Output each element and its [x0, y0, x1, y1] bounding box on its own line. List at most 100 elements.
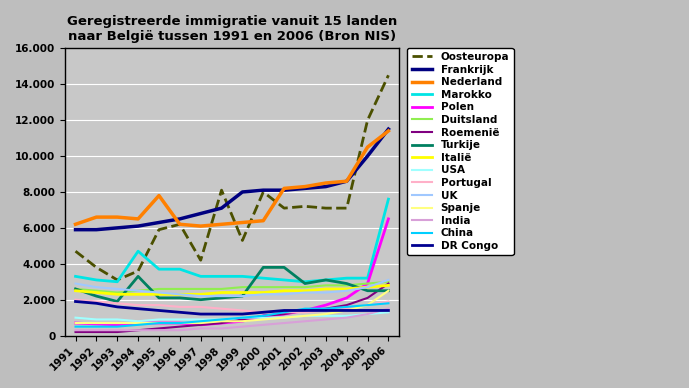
India [342, 315, 351, 320]
Duitsland [218, 287, 226, 291]
Roemenië [92, 330, 101, 334]
India [92, 328, 101, 333]
Marokko [134, 249, 142, 253]
India [176, 328, 184, 333]
Frankrijk [280, 188, 288, 192]
Turkije [384, 288, 393, 293]
Frankrijk [218, 206, 226, 210]
Portugal [176, 305, 184, 309]
Nederland [92, 215, 101, 220]
Turkije [342, 281, 351, 286]
UK [384, 278, 393, 282]
Portugal [363, 303, 371, 307]
Duitsland [259, 285, 267, 289]
Spanje [301, 314, 309, 318]
Line: Frankrijk: Frankrijk [76, 129, 389, 230]
Polen [92, 322, 101, 326]
Duitsland [384, 279, 393, 284]
Roemenië [238, 317, 247, 322]
Line: UK: UK [76, 280, 389, 296]
DR Congo [280, 308, 288, 313]
Duitsland [155, 287, 163, 291]
Frankrijk [155, 220, 163, 225]
USA [72, 315, 80, 320]
Line: DR Congo: DR Congo [76, 301, 389, 314]
Oosteuropa [259, 190, 267, 194]
DR Congo [363, 308, 371, 313]
Spanje [72, 321, 80, 326]
Portugal [196, 305, 205, 309]
USA [218, 317, 226, 322]
USA [363, 312, 371, 316]
Line: Nederland: Nederland [76, 131, 389, 226]
DR Congo [92, 301, 101, 306]
Spanje [363, 303, 371, 307]
Turkije [218, 296, 226, 300]
Nederland [301, 184, 309, 189]
China [92, 324, 101, 329]
China [196, 319, 205, 324]
Italië [259, 290, 267, 295]
DR Congo [322, 308, 330, 313]
Frankrijk [72, 227, 80, 232]
USA [92, 317, 101, 322]
Roemenië [155, 326, 163, 331]
DR Congo [218, 312, 226, 316]
Polen [176, 321, 184, 326]
Oosteuropa [72, 249, 80, 253]
Polen [238, 319, 247, 324]
Polen [301, 308, 309, 313]
Turkije [322, 278, 330, 282]
DR Congo [72, 299, 80, 304]
Spanje [92, 321, 101, 326]
Spanje [322, 312, 330, 316]
Turkije [155, 296, 163, 300]
Oosteuropa [92, 265, 101, 270]
Marokko [72, 274, 80, 279]
Polen [113, 322, 121, 327]
USA [384, 310, 393, 315]
Nederland [259, 218, 267, 223]
Roemenië [384, 281, 393, 286]
Italië [238, 290, 247, 295]
Italië [384, 283, 393, 288]
Polen [363, 281, 371, 286]
Roemenië [280, 312, 288, 316]
Roemenië [72, 330, 80, 334]
Polen [322, 303, 330, 307]
Frankrijk [322, 184, 330, 189]
Marokko [322, 278, 330, 282]
Oosteuropa [363, 118, 371, 123]
Duitsland [113, 290, 121, 295]
Turkije [301, 281, 309, 286]
Nederland [113, 215, 121, 220]
Turkije [363, 288, 371, 293]
Polen [72, 321, 80, 326]
Polen [259, 314, 267, 318]
Marokko [155, 267, 163, 272]
DR Congo [134, 307, 142, 311]
Oosteuropa [218, 188, 226, 192]
Line: Duitsland: Duitsland [76, 282, 389, 293]
Oosteuropa [238, 238, 247, 243]
USA [259, 315, 267, 320]
USA [238, 315, 247, 320]
Roemenië [176, 324, 184, 329]
Turkije [280, 265, 288, 270]
Turkije [134, 274, 142, 279]
USA [134, 319, 142, 324]
Italië [176, 292, 184, 297]
Spanje [113, 321, 121, 326]
UK [134, 288, 142, 293]
Legend: Oosteuropa, Frankrijk, Nederland, Marokko, Polen, Duitsland, Roemenië, Turkije, : Oosteuropa, Frankrijk, Nederland, Marokk… [407, 48, 513, 255]
Nederland [238, 220, 247, 225]
India [259, 322, 267, 327]
UK [92, 285, 101, 289]
Roemenië [113, 330, 121, 334]
Marokko [259, 276, 267, 281]
Spanje [196, 321, 205, 326]
Spanje [342, 308, 351, 313]
Line: Marokko: Marokko [76, 199, 389, 282]
China [113, 324, 121, 329]
Frankrijk [196, 211, 205, 216]
